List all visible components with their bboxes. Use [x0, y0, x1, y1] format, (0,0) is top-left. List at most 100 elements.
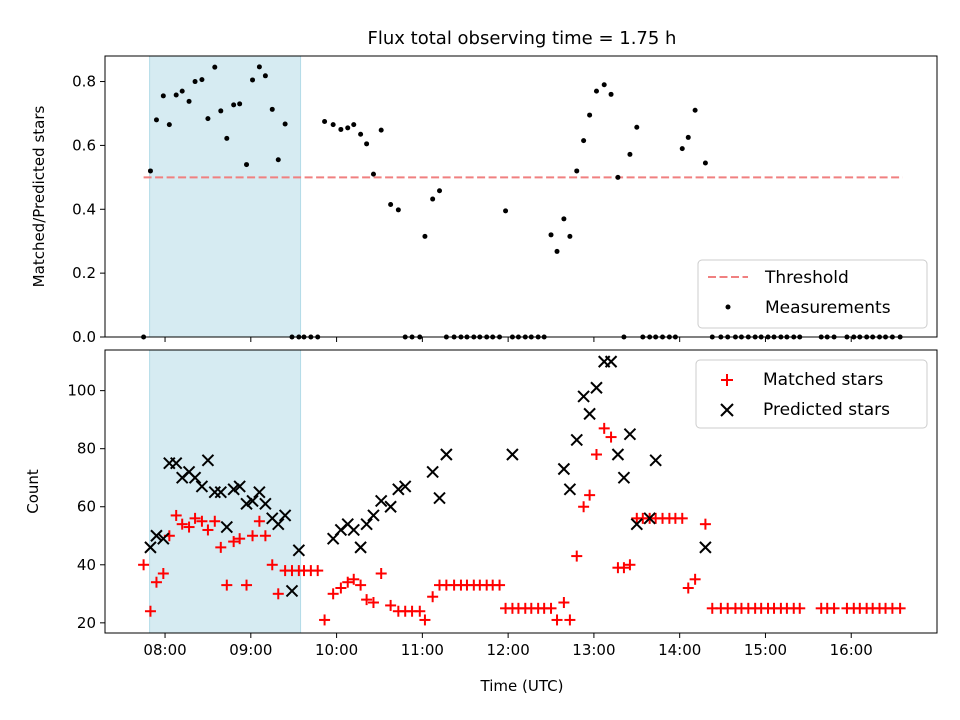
matched-star-point — [319, 614, 331, 626]
matched-star-point — [618, 562, 630, 574]
y-tick-label: 60 — [77, 498, 96, 516]
matched-star-point — [157, 567, 169, 579]
measurement-point — [587, 112, 593, 118]
predicted-star-point — [354, 541, 367, 554]
measurement-point — [692, 107, 698, 113]
measurement-point — [199, 77, 205, 83]
predicted-star-point — [347, 523, 360, 537]
measurement-point — [548, 232, 554, 238]
measurement-point — [370, 171, 376, 177]
bottom-plot-frame — [104, 349, 938, 634]
top-x-ticks — [164, 337, 852, 342]
y-tick-label: 0.8 — [72, 73, 96, 91]
predicted-star-point — [623, 427, 637, 441]
chart-title: Flux total observing time = 1.75 h — [368, 28, 677, 49]
predicted-star-point — [169, 456, 183, 470]
predicted-star-point — [392, 483, 405, 496]
measurement-point — [173, 92, 179, 98]
measurement-point — [567, 233, 573, 239]
measurement-point — [244, 162, 250, 168]
predicted-star-point — [253, 486, 266, 499]
matched-star-point — [335, 582, 347, 594]
measurement-point — [338, 126, 344, 132]
matched-star-point — [676, 512, 688, 524]
predicted-star-point — [649, 454, 662, 467]
predicted-star-point — [259, 497, 272, 511]
matched-star-point — [144, 605, 156, 617]
measurement-point — [186, 98, 192, 104]
bottom-panel: 08:00 09:00 10:00 11:00 12:00 13:00 14:00 15:00… — [24, 349, 938, 695]
predicted-star-point — [278, 509, 292, 522]
matched-star-point — [138, 559, 150, 571]
matched-star-point — [170, 509, 182, 521]
measurement-point — [224, 135, 230, 141]
measurement-point — [351, 122, 357, 128]
matched-star-point — [342, 576, 354, 588]
predicted-star-point — [604, 355, 618, 368]
measurement-point — [205, 116, 211, 122]
matched-star-point — [259, 530, 271, 542]
x-tick-label: 16:00 — [830, 641, 873, 659]
predicted-star-point — [367, 509, 380, 522]
predicted-star-point — [220, 520, 234, 534]
x-axis-label: Time (UTC) — [480, 677, 564, 695]
measurement-point — [574, 168, 580, 174]
top-legend: Threshold Measurements — [697, 259, 928, 329]
measurement-point — [364, 141, 370, 147]
y-tick-label: 0.6 — [72, 136, 96, 154]
predicted-star-point — [643, 512, 656, 525]
matched-star-point — [584, 489, 596, 501]
predicted-star-point — [272, 517, 285, 531]
predicted-star-point — [426, 465, 439, 479]
matched-star-point — [564, 614, 576, 626]
measurement-point — [634, 124, 640, 130]
measurement-point — [282, 121, 288, 127]
matched-star-point — [355, 579, 367, 591]
measurement-point — [388, 201, 394, 207]
measurement-point — [345, 125, 351, 131]
measurement-point — [275, 157, 281, 163]
predicted-star-point — [384, 500, 397, 513]
legend-matched-plus-icon — [721, 374, 733, 386]
predicted-star-point — [157, 532, 170, 545]
predicted-star-point — [570, 433, 583, 447]
predicted-star-point — [233, 480, 246, 493]
x-tick-label: 08:00 — [143, 641, 186, 659]
matched-star-point — [348, 573, 360, 585]
predicted-star-point — [214, 486, 228, 499]
measurement-point — [212, 64, 218, 70]
predicted-stars-points — [144, 355, 712, 598]
top-observing-window — [149, 55, 302, 338]
measurement-point — [330, 122, 336, 128]
top-y-ticks: 0.0 0.2 0.4 0.6 0.8 — [72, 73, 105, 346]
predicted-star-point — [630, 517, 644, 531]
measurement-point — [593, 88, 599, 94]
matched-star-point — [545, 602, 557, 614]
x-tick-label: 12:00 — [487, 641, 530, 659]
matched-star-point — [247, 530, 259, 542]
measurement-point — [627, 151, 633, 157]
predicted-star-point — [227, 483, 240, 496]
top-plot-frame — [104, 55, 938, 338]
y-tick-label: 40 — [77, 556, 96, 574]
matched-star-point — [375, 567, 387, 579]
measurement-point — [422, 233, 428, 239]
measurement-point — [147, 168, 153, 174]
predicted-star-point — [144, 541, 157, 554]
predicted-star-point — [201, 454, 215, 467]
bottom-legend: Matched stars Predicted stars — [695, 359, 928, 429]
measurement-point — [395, 207, 401, 213]
predicted-star-point — [246, 494, 259, 508]
matched-star-point — [234, 533, 246, 545]
measurement-point — [192, 79, 198, 85]
matched-star-point — [228, 536, 240, 548]
matched-star-point — [828, 602, 840, 614]
matched-star-point — [253, 515, 265, 527]
predicted-star-point — [285, 584, 299, 598]
matched-star-point — [189, 512, 201, 524]
legend-measurements-label: Measurements — [765, 298, 891, 318]
matched-star-point — [183, 521, 195, 533]
measurement-point — [250, 77, 256, 83]
matched-star-point — [266, 559, 278, 571]
measurement-point — [554, 248, 560, 254]
